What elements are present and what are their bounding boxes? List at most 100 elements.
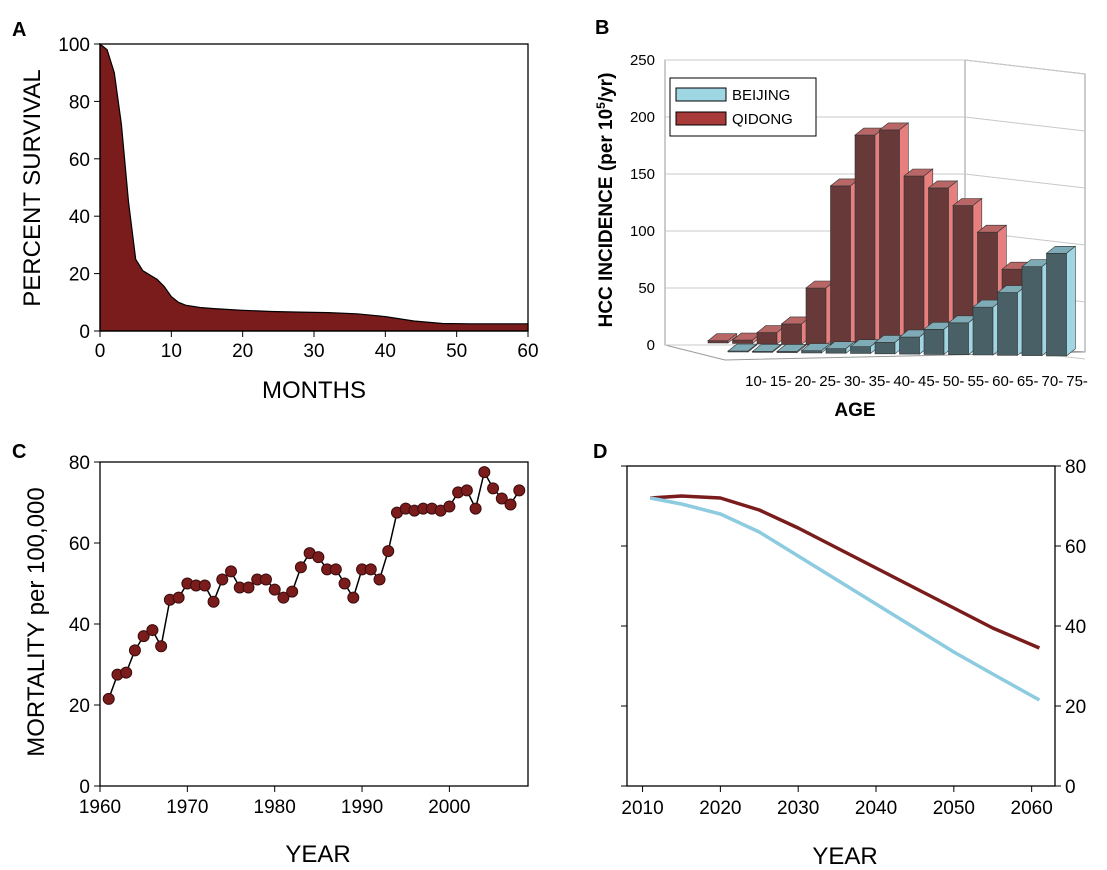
data-point	[373, 573, 386, 586]
data-point	[504, 498, 517, 511]
data-point	[312, 551, 325, 564]
bar-qidong-side	[727, 333, 738, 344]
bar-beijing-face	[874, 342, 896, 355]
x-tick-label: 60	[517, 341, 538, 362]
x-tick-label: 20	[232, 341, 253, 362]
bar-beijing-side	[772, 343, 782, 353]
x-tick-label: 45-	[918, 373, 940, 390]
bar-beijing-face	[899, 336, 920, 355]
x-tick-label: 30-	[844, 373, 866, 390]
x-tick-label: 10	[161, 341, 182, 362]
data-point	[487, 482, 500, 495]
data-point	[259, 573, 272, 586]
bar-beijing-face	[1046, 253, 1067, 357]
y-tick-label: 20	[69, 265, 90, 286]
panel-c-y-axis-title: MORTALITY per 100,000	[23, 487, 50, 756]
panel-d-x-axis-title: YEAR	[812, 843, 877, 870]
y-tick-label: 40	[1065, 617, 1086, 638]
x-tick-label: 70-	[1042, 373, 1064, 390]
x-tick-label: 2060	[1011, 798, 1053, 819]
projection-line-2	[649, 496, 1041, 702]
bar-beijing-face	[825, 348, 847, 354]
bar-qidong-face	[732, 339, 753, 344]
panel-c-x-ticks: 1960 1970 1980 1990 2000	[79, 786, 471, 818]
y-tick-label: 150	[630, 166, 655, 183]
x-tick-label: 1960	[79, 797, 121, 818]
y-tick-label: 0	[79, 322, 90, 343]
legend-swatch-qidong	[675, 111, 727, 126]
x-tick-label: 30	[303, 341, 324, 362]
data-point	[128, 644, 141, 657]
y-tick-label: 60	[69, 150, 90, 171]
data-point	[242, 581, 255, 594]
panel-c: C 1960 1970 1980 1990 2000 0 20 40 60 80 YEAR MO…	[12, 441, 529, 868]
x-tick-label: 65-	[1017, 373, 1039, 390]
panel-c-label: C	[12, 441, 26, 463]
bar-beijing-face	[997, 292, 1018, 356]
data-point	[364, 563, 377, 576]
x-tick-label: 20-	[795, 373, 817, 390]
bar-qidong-face	[854, 134, 876, 347]
data-point	[478, 466, 491, 479]
bar-beijing-side	[747, 343, 758, 353]
data-point	[513, 484, 526, 497]
projection-line-1	[650, 494, 1041, 650]
legend-swatch-beijing	[675, 87, 727, 102]
panel-a-label: A	[12, 19, 26, 41]
panel-b-legend: BEIJING QIDONG	[669, 77, 817, 137]
y-tick-label: 0	[1065, 777, 1076, 798]
y-tick-label: 0	[79, 777, 90, 798]
bar-qidong-face	[879, 129, 900, 347]
bar-qidong-face	[781, 323, 802, 345]
bar-beijing-face	[1021, 266, 1043, 356]
panel-c-plot-area	[102, 466, 526, 705]
panel-c-x-axis-title: YEAR	[285, 841, 350, 868]
y-tick-label: 200	[630, 109, 655, 126]
data-point	[338, 577, 351, 590]
bar-beijing-face	[850, 346, 871, 354]
panel-a-plot-area	[99, 42, 529, 332]
panel-d-label: D	[593, 441, 607, 463]
y-tick-label: 80	[69, 453, 90, 474]
x-tick-label: 25-	[819, 373, 841, 390]
data-point	[347, 591, 360, 604]
x-tick-label: 60-	[992, 373, 1014, 390]
data-point	[469, 502, 482, 515]
panel-c-frame	[99, 461, 529, 787]
data-point	[102, 692, 115, 705]
data-point	[216, 573, 229, 586]
x-tick-label: 1990	[341, 797, 383, 818]
x-tick-label: 50-	[943, 373, 965, 390]
survival-area	[99, 42, 529, 332]
data-point	[329, 563, 342, 576]
panel-b-x-axis-title: AGE	[834, 400, 875, 421]
y-tick-label: 50	[638, 280, 655, 297]
data-point	[172, 591, 185, 604]
panel-b: B 0 50 100 150 200 250 10- 15- 20- 25- 30- 35- 40- 4…	[594, 17, 1088, 421]
data-point	[146, 624, 159, 637]
panel-a-y-axis-title: PERCENT SURVIVAL	[19, 69, 46, 306]
y-tick-label: 80	[69, 92, 90, 113]
bar-beijing	[727, 343, 758, 353]
data-point	[382, 545, 395, 558]
data-point	[286, 585, 299, 598]
mortality-line	[107, 470, 520, 700]
panel-a-y-ticks: 0 20 40 60 80 100	[58, 35, 100, 343]
x-tick-label: 40-	[893, 373, 915, 390]
data-point	[225, 565, 238, 578]
bar-beijing	[898, 329, 930, 355]
bar-beijing-face	[972, 306, 994, 356]
x-tick-label: 0	[95, 341, 106, 362]
legend-label-beijing: BEIJING	[732, 87, 790, 104]
x-tick-label: 50	[446, 341, 467, 362]
y-tick-label: 60	[1065, 537, 1086, 558]
y-tick-label: 20	[1065, 697, 1086, 718]
bar-qidong-face	[805, 287, 827, 346]
panel-b-bars	[707, 122, 1077, 357]
gridline-side	[964, 116, 1086, 132]
y-tick-label: 100	[58, 35, 90, 56]
bar-beijing-face	[801, 350, 822, 354]
bar-beijing-side	[796, 343, 807, 354]
